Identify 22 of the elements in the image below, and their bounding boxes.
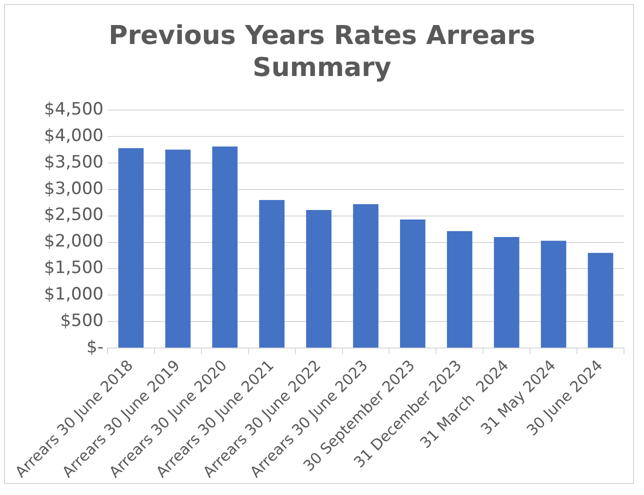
y-tick-label: $- <box>86 338 104 358</box>
bar <box>212 146 238 348</box>
y-tick-label: $1,000 <box>44 284 104 305</box>
y-tick-label: $2,000 <box>44 232 104 252</box>
bar <box>259 200 285 348</box>
bar <box>540 240 566 348</box>
y-tick-label: $1,500 <box>44 258 104 278</box>
bar <box>165 150 191 348</box>
chart-title: Previous Years Rates Arrears Summary <box>108 20 536 84</box>
bar <box>494 236 520 348</box>
bar <box>353 204 378 348</box>
y-tick-label: $3,500 <box>44 152 104 172</box>
bar <box>400 220 426 348</box>
y-tick-label: $4,000 <box>44 126 104 146</box>
y-tick-label: $3,000 <box>44 178 104 199</box>
bar <box>446 231 472 348</box>
bar <box>306 210 332 348</box>
y-tick-label: $2,500 <box>44 205 104 226</box>
y-tick-label: $500 <box>60 311 104 332</box>
y-tick-label: $4,500 <box>44 99 104 120</box>
bar <box>588 252 614 348</box>
bar <box>118 148 144 348</box>
